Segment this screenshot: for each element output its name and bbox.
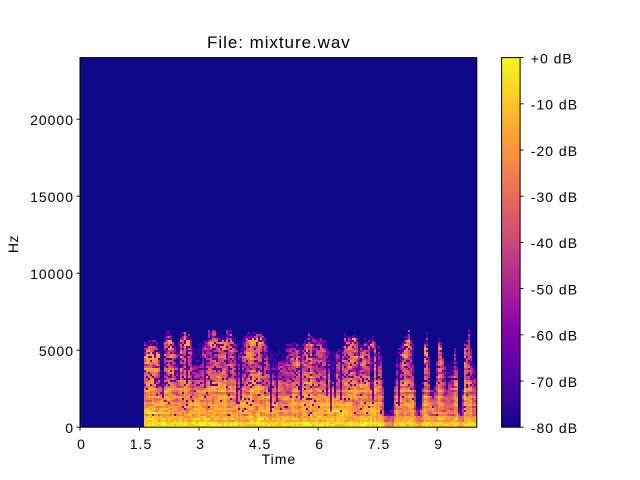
svg-text:0: 0 xyxy=(77,436,86,452)
svg-text:4.5: 4.5 xyxy=(249,436,271,452)
svg-text:-50 dB: -50 dB xyxy=(531,281,578,297)
svg-text:6: 6 xyxy=(315,436,324,452)
svg-text:Time: Time xyxy=(262,451,297,467)
svg-text:-80 dB: -80 dB xyxy=(531,420,578,436)
svg-text:10000: 10000 xyxy=(30,266,74,282)
svg-text:-10 dB: -10 dB xyxy=(531,97,578,113)
svg-text:7.5: 7.5 xyxy=(368,436,390,452)
svg-text:3: 3 xyxy=(196,436,205,452)
svg-text:-20 dB: -20 dB xyxy=(531,143,578,159)
svg-text:-60 dB: -60 dB xyxy=(531,328,578,344)
svg-text:+0 dB: +0 dB xyxy=(531,50,573,66)
svg-text:File: mixture.wav: File: mixture.wav xyxy=(207,33,351,52)
svg-text:Hz: Hz xyxy=(5,235,21,253)
svg-text:9: 9 xyxy=(434,436,443,452)
svg-text:-30 dB: -30 dB xyxy=(531,189,578,205)
svg-text:5000: 5000 xyxy=(39,343,74,359)
svg-text:0: 0 xyxy=(65,420,74,436)
svg-text:15000: 15000 xyxy=(30,189,74,205)
svg-text:-40 dB: -40 dB xyxy=(531,235,578,251)
svg-text:20000: 20000 xyxy=(30,112,74,128)
svg-text:1.5: 1.5 xyxy=(130,436,152,452)
svg-text:-70 dB: -70 dB xyxy=(531,374,578,390)
